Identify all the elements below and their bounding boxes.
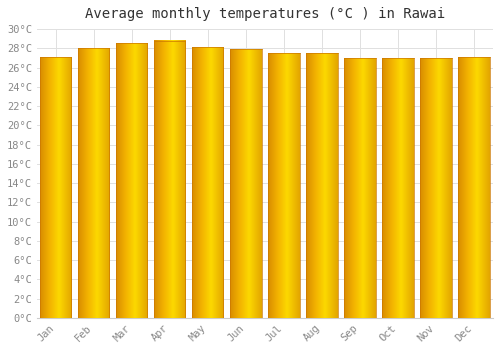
Title: Average monthly temperatures (°C ) in Rawai: Average monthly temperatures (°C ) in Ra…: [85, 7, 445, 21]
